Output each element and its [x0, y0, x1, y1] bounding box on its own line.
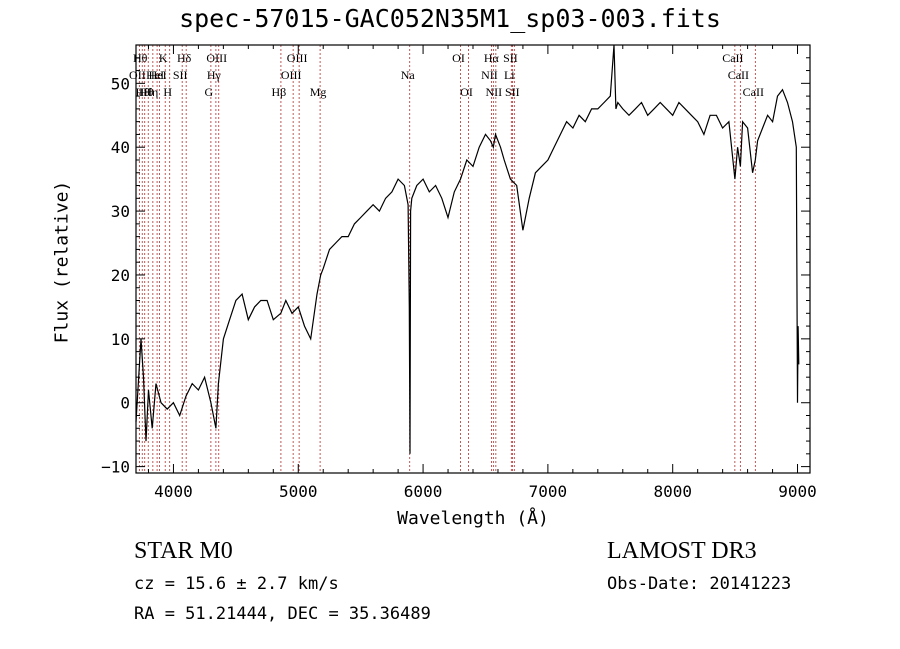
line-label: Na — [401, 68, 416, 82]
line-label: Hθ — [139, 85, 154, 99]
line-labels: OIIHθHθHθHηHeIHeIKHSIIHδGHγOIIIHβOIIIOII… — [129, 51, 764, 99]
line-label: K — [159, 51, 168, 65]
y-tick-label: 40 — [111, 138, 130, 157]
line-label: OII — [129, 68, 146, 82]
line-label: Hγ — [207, 68, 222, 82]
line-label: Hβ — [272, 85, 287, 99]
line-label: SII — [173, 68, 188, 82]
line-label: H — [163, 85, 172, 99]
y-tick-label: 30 — [111, 202, 130, 221]
redshift-text: cz = 15.6 ± 2.7 km/s — [134, 574, 339, 594]
chart-title: spec-57015-GAC052N35M1_sp03-003.fits — [179, 4, 721, 33]
line-label: OIII — [206, 51, 227, 65]
y-tick-label: 20 — [111, 266, 130, 285]
survey-name: LAMOST DR3 — [607, 538, 757, 564]
line-label: G — [205, 85, 214, 99]
line-label: OI — [460, 85, 473, 99]
line-label: Hη — [143, 85, 158, 99]
line-label: SII — [503, 51, 518, 65]
line-label: Hθ — [133, 51, 148, 65]
y-tick-label: 50 — [111, 74, 130, 93]
obs-date: Obs-Date: 20141223 — [607, 574, 792, 594]
line-label: Hα — [484, 51, 500, 65]
plot-frame — [135, 44, 811, 474]
object-class: STAR M0 — [134, 538, 233, 564]
line-label: HeI — [146, 68, 164, 82]
x-tick-label: 4000 — [154, 482, 193, 501]
x-tick-label: 6000 — [404, 482, 443, 501]
line-label: Li — [504, 68, 515, 82]
line-label: Mg — [310, 85, 327, 99]
y-tick-label: 10 — [111, 330, 130, 349]
coordinates: RA = 51.21444, DEC = 35.36489 — [134, 604, 431, 624]
y-axis-label: Flux (relative) — [51, 180, 73, 344]
line-label: HeI — [149, 68, 167, 82]
y-tick-label: 0 — [120, 394, 130, 413]
line-markers — [138, 45, 756, 473]
line-label: CaII — [743, 85, 764, 99]
y-tick-label: −10 — [101, 458, 130, 477]
x-tick-label: 9000 — [778, 482, 817, 501]
axis-ticks: 4000 5000 6000 7000 8000 9000 −10 0 10 20 30 40 50 — [101, 45, 817, 501]
line-label: SII — [505, 85, 520, 99]
line-label: OIII — [287, 51, 308, 65]
x-tick-label: 7000 — [529, 482, 568, 501]
line-label: Hδ — [177, 51, 192, 65]
x-tick-label: 8000 — [653, 482, 692, 501]
line-label: CaII — [728, 68, 749, 82]
x-tick-label: 5000 — [279, 482, 318, 501]
line-label: OIII — [281, 68, 302, 82]
series-line — [135, 44, 800, 454]
line-label: NII — [481, 68, 498, 82]
line-label: OI — [452, 51, 465, 65]
line-label: CaII — [722, 51, 743, 65]
x-axis-label: Wavelength (Å) — [397, 508, 549, 529]
line-label: NII — [486, 85, 503, 99]
line-label: Hθ — [136, 85, 151, 99]
